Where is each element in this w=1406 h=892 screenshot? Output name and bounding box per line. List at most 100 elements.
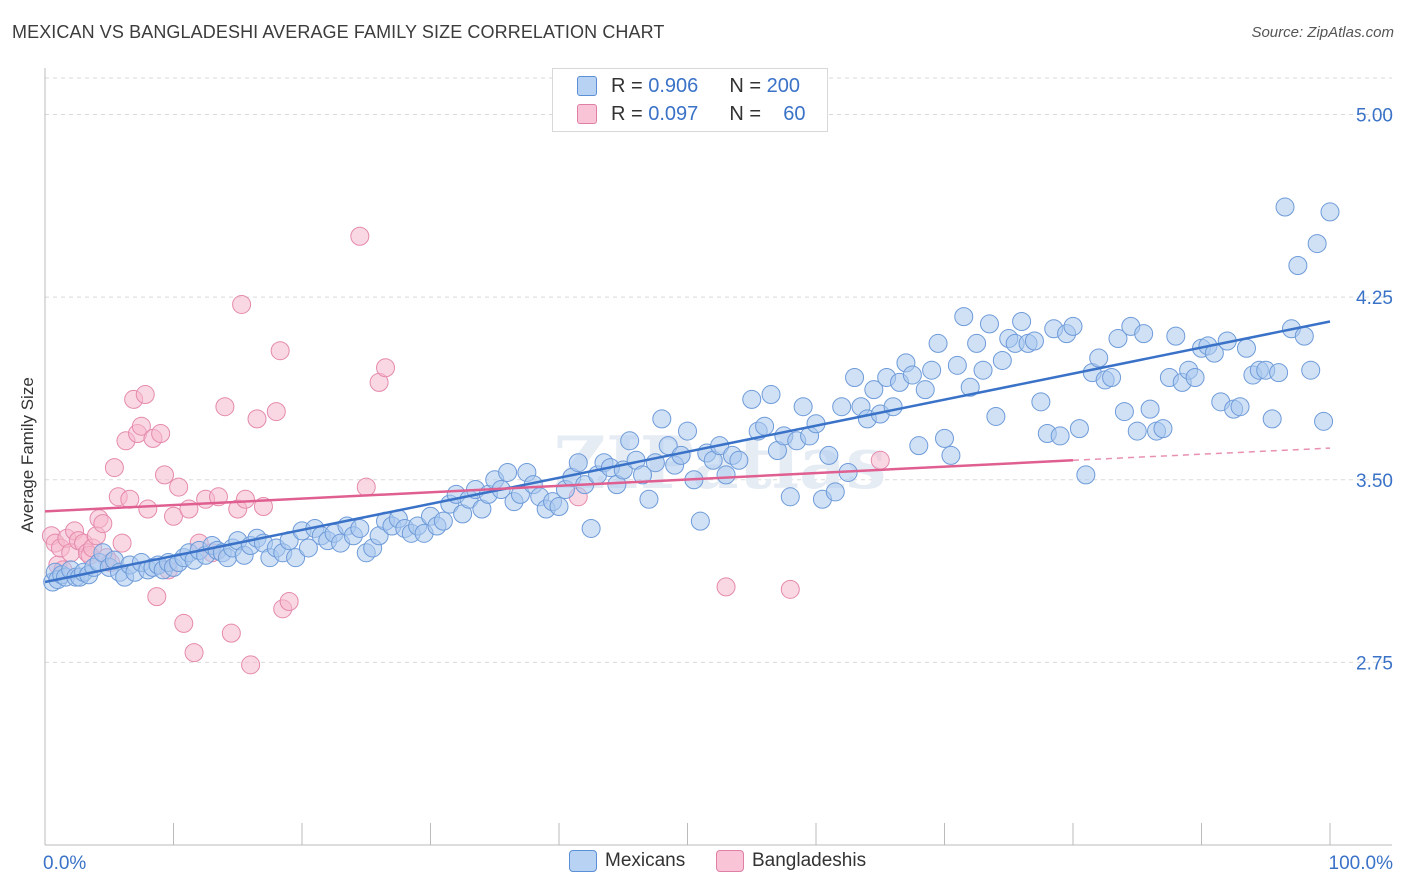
mexicans-point [941, 445, 961, 465]
mexicans-point [1108, 329, 1128, 349]
mexicans-point [1012, 311, 1032, 331]
mexicans-point [498, 462, 518, 482]
bangladeshis-point [131, 416, 151, 436]
legend-row-bangladeshis: R = 0.097 N = 60 [577, 101, 806, 127]
bangladeshis-point [270, 341, 290, 361]
bangladeshis-point [780, 579, 800, 599]
mexicans-point [761, 385, 781, 405]
mexicans-point [581, 518, 601, 538]
bangladeshis-point [232, 294, 252, 314]
bangladeshis-point [104, 458, 124, 478]
bottom-legend-bangladeshis: Bangladeshis [716, 850, 866, 872]
mexicans-point [549, 497, 569, 517]
bangladeshis-point [155, 465, 175, 485]
x-tick-label: 100.0% [1329, 853, 1394, 874]
mexicans-point [1114, 402, 1134, 422]
legend-r-label: R = [611, 74, 643, 97]
mexicans-point [1185, 367, 1205, 387]
bangladeshis-point [221, 623, 241, 643]
legend-row-mexicans: R = 0.906 N = 200 [577, 73, 800, 99]
legend-n-label: N = [729, 102, 762, 125]
bangladeshis-point [135, 385, 155, 405]
bangladeshis-point [279, 592, 299, 612]
bangladeshis-point [253, 497, 273, 517]
mexicans-point [433, 511, 453, 531]
mexicans-point [652, 409, 672, 429]
mexicans-point [350, 518, 370, 538]
mexicans-point [1301, 360, 1321, 380]
y-tick-label: 4.25 [1356, 288, 1393, 309]
mexicans-point [1050, 426, 1070, 446]
legend-r-label: R = [611, 102, 643, 125]
legend-r-value: 0.097 [648, 102, 699, 125]
mexicans-point [928, 333, 948, 353]
y-tick-label: 5.00 [1356, 106, 1393, 127]
mexicans-point [1089, 348, 1109, 368]
bangladeshis-point [112, 533, 132, 553]
bottom-legend-mexicans: Mexicans [569, 850, 685, 872]
legend-n-value: 60 [783, 102, 806, 125]
mexicans-point [973, 360, 993, 380]
mexicans-point [1076, 465, 1096, 485]
bangladeshis-legend-swatch [716, 850, 744, 872]
legend-label-mexicans: Mexicans [605, 850, 686, 871]
mexicans-point [690, 511, 710, 531]
mexicans-point [915, 380, 935, 400]
bangladeshis-swatch [577, 104, 597, 124]
bangladeshis-point [93, 514, 113, 534]
mexicans-point [1024, 331, 1044, 351]
bangladeshis-point [247, 409, 267, 429]
mexicans-point [639, 489, 659, 509]
bangladeshis-trend-extension [1072, 447, 1331, 462]
bangladeshis-point [376, 358, 396, 378]
axes [44, 68, 1392, 846]
mexicans-point [716, 465, 736, 485]
bangladeshis-point [151, 423, 171, 443]
bangladeshis-point [164, 506, 183, 526]
bangladeshis-point [169, 477, 189, 497]
tick-labels: 2.75 3.50 4.25 5.00 0.0% 100.0% [43, 106, 1393, 874]
mexicans-point [864, 380, 884, 400]
bangladeshis-point [174, 613, 194, 633]
mexicans-point [729, 450, 749, 470]
bangladeshis-point [138, 499, 158, 519]
mexicans-point [793, 397, 813, 417]
mexicans-point [1307, 234, 1327, 254]
mexicans-point [1294, 326, 1314, 346]
bangladeshis-point [235, 489, 255, 509]
mexicans-point [935, 428, 954, 448]
bangladeshis-point [350, 226, 370, 246]
mexicans-point [922, 360, 942, 380]
bangladeshis-point [179, 499, 199, 519]
mexicans-point [954, 307, 974, 327]
legend-n-value: 200 [766, 74, 800, 97]
mexicans-point [286, 548, 306, 568]
bangladeshis-point [184, 643, 204, 663]
mexicans-point [1275, 197, 1295, 217]
bangladeshis-point [870, 450, 890, 470]
mexicans-point [755, 416, 775, 436]
mexicans-point [1031, 392, 1051, 412]
bangladeshis-point [215, 397, 235, 417]
mexicans-point [780, 487, 800, 507]
mexicans-trend-line [44, 320, 1331, 584]
mexicans-point [633, 465, 653, 485]
mexicans-point [1127, 421, 1147, 441]
y-axis-title: Average Family Size [18, 377, 37, 533]
mexicans-point [825, 482, 845, 502]
y-tick-label: 3.50 [1356, 471, 1393, 492]
legend-n-label: N = [729, 74, 762, 97]
y-tick-label: 2.75 [1356, 653, 1393, 674]
bangladeshis-point [241, 655, 261, 675]
mexicans-point [1236, 338, 1256, 358]
bangladeshis-point [208, 487, 228, 507]
bangladeshis-point [147, 587, 167, 607]
correlation-legend: R = 0.906 N = 200 R = 0.097 N = 60 [552, 68, 828, 132]
mexicans-point [960, 377, 980, 397]
bangladeshis-point [356, 477, 376, 497]
mexicans-point [819, 445, 839, 465]
mexicans-point [845, 367, 865, 387]
chart-title: MEXICAN VS BANGLADESHI AVERAGE FAMILY SI… [12, 22, 665, 42]
mexicans-point [832, 397, 852, 417]
mexicans-point [620, 431, 640, 451]
